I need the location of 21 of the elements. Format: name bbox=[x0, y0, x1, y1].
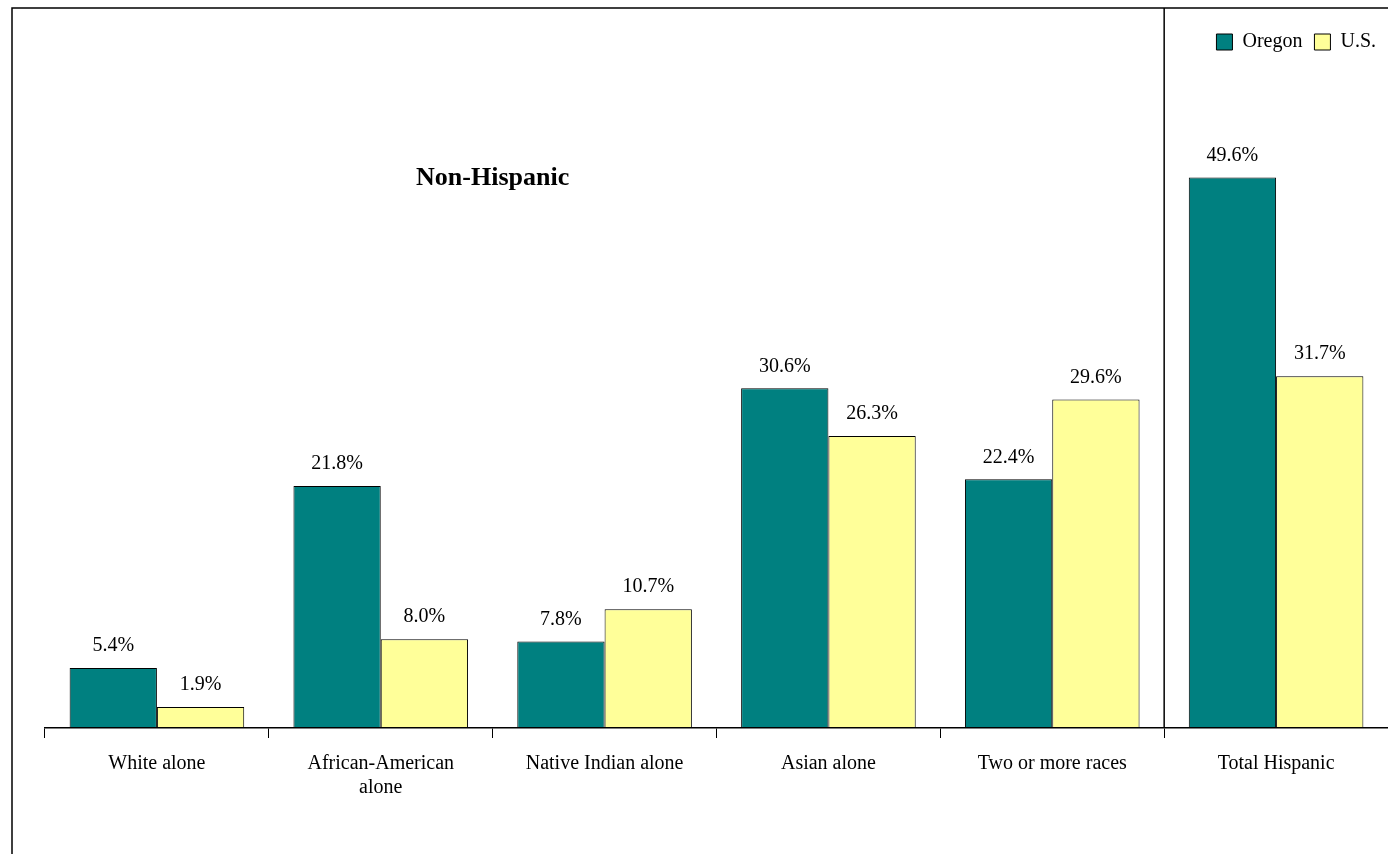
data-label: 10.7% bbox=[622, 574, 675, 597]
legend-label: U.S. bbox=[1340, 29, 1377, 52]
x-tick-label: African-American alone bbox=[307, 751, 455, 798]
data-label: 5.4% bbox=[92, 633, 135, 656]
legend-label: Oregon bbox=[1242, 29, 1303, 53]
data-label: 22.4% bbox=[982, 444, 1035, 467]
data-label: 31.7% bbox=[1293, 341, 1346, 364]
data-label: 26.3% bbox=[846, 401, 898, 424]
data-label: 29.6% bbox=[1070, 364, 1122, 387]
data-label: 7.8% bbox=[540, 606, 582, 629]
data-label: 30.6% bbox=[758, 353, 811, 376]
x-tick-label: Two or more races bbox=[977, 751, 1128, 774]
x-tick-label: Total Hispanic bbox=[1217, 751, 1335, 775]
data-label: 1.9% bbox=[179, 672, 222, 695]
data-label: 8.0% bbox=[403, 604, 446, 627]
x-tick-label: Native Indian alone bbox=[525, 751, 684, 774]
data-label: 21.8% bbox=[311, 451, 363, 474]
x-tick-label: Asian alone bbox=[780, 751, 877, 774]
x-tick-label: White alone bbox=[108, 751, 206, 774]
annotation: Non-Hispanic bbox=[416, 161, 570, 191]
data-label: 49.6% bbox=[1206, 142, 1259, 165]
